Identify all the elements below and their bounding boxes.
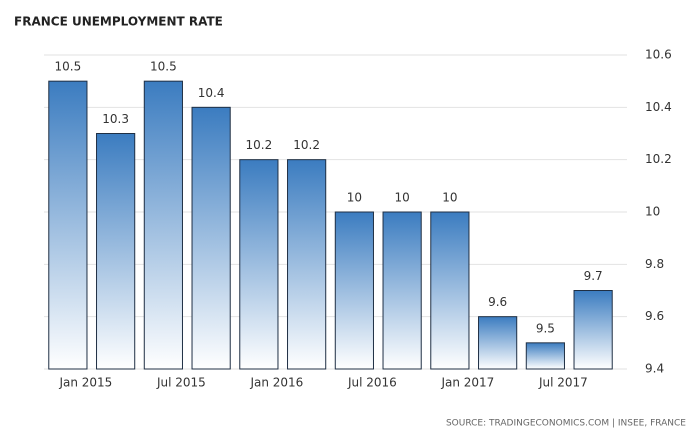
value-label: 10.2 [246, 138, 273, 152]
bar [143, 80, 183, 370]
value-label: 10 [347, 191, 362, 205]
y-tick-label: 9.8 [645, 257, 664, 271]
chart-title: FRANCE UNEMPLOYMENT RATE [14, 15, 223, 29]
y-tick-label: 9.4 [645, 362, 664, 376]
bar [48, 80, 88, 370]
bar [191, 106, 231, 370]
source-note: SOURCE: TRADINGECONOMICS.COM | INSEE, FR… [446, 419, 686, 429]
x-tick-label: Jan 2015 [58, 376, 112, 390]
value-label: 10 [442, 191, 457, 205]
bar [239, 159, 279, 370]
value-label: 10.4 [198, 86, 225, 100]
bar [287, 159, 327, 370]
bar [525, 342, 565, 370]
value-label: 9.5 [536, 321, 555, 335]
bar [430, 211, 470, 370]
value-label: 10.3 [102, 112, 129, 126]
bar [334, 211, 374, 370]
bar [96, 133, 136, 370]
x-tick-label: Jan 2016 [249, 376, 303, 390]
value-label: 9.7 [584, 269, 603, 283]
y-tick-label: 10.2 [645, 152, 672, 166]
value-label: 10.2 [293, 138, 320, 152]
value-label: 10 [394, 191, 409, 205]
value-label: 9.6 [488, 295, 507, 309]
x-tick-label: Jan 2017 [440, 376, 494, 390]
bar [382, 211, 422, 370]
y-tick-label: 10.4 [645, 100, 672, 114]
bar [478, 316, 518, 370]
x-tick-label: Jul 2016 [347, 376, 397, 390]
x-tick-label: Jul 2015 [156, 376, 206, 390]
bar [573, 290, 613, 370]
y-tick-label: 10 [645, 205, 660, 219]
y-tick-label: 10.6 [645, 48, 672, 62]
y-tick-label: 9.6 [645, 309, 664, 323]
value-label: 10.5 [150, 60, 177, 74]
x-tick-label: Jul 2017 [538, 376, 588, 390]
value-label: 10.5 [55, 60, 82, 74]
